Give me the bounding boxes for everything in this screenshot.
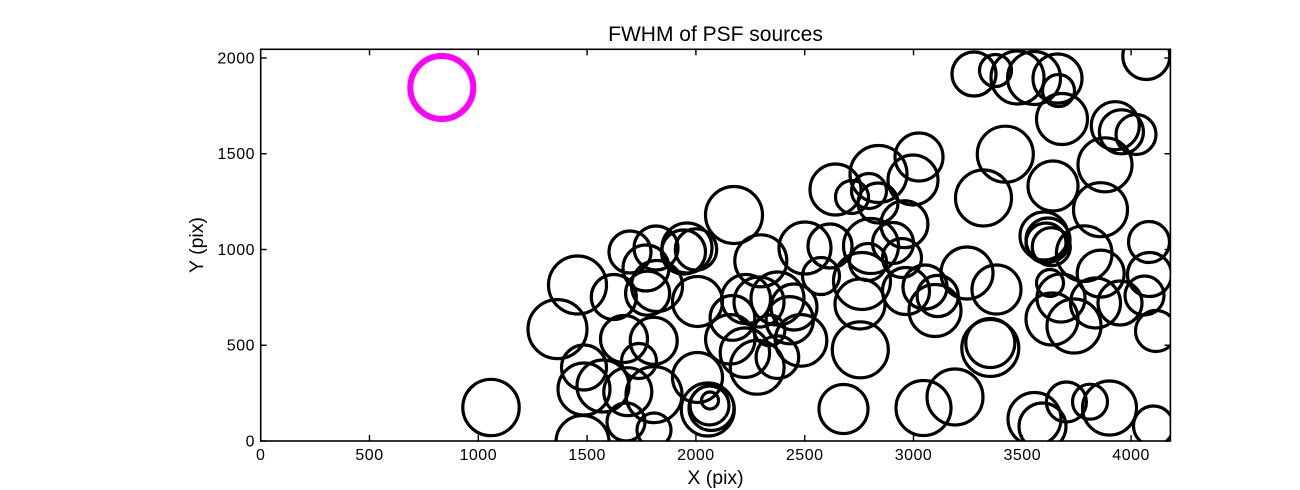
svg-text:1500: 1500 [568,447,606,464]
svg-text:1500: 1500 [217,146,255,163]
svg-text:1000: 1000 [217,242,255,259]
svg-text:4000: 4000 [1112,447,1150,464]
svg-text:2500: 2500 [786,447,824,464]
svg-text:500: 500 [355,447,383,464]
svg-text:FWHM of PSF sources: FWHM of PSF sources [608,23,823,46]
svg-text:3000: 3000 [895,447,933,464]
svg-text:3500: 3500 [1004,447,1042,464]
svg-text:1000: 1000 [460,447,498,464]
svg-text:2000: 2000 [677,447,715,464]
svg-text:Y (pix): Y (pix) [186,217,208,273]
svg-text:500: 500 [227,338,255,355]
svg-text:2000: 2000 [217,50,255,67]
svg-text:X (pix): X (pix) [687,467,743,489]
svg-text:0: 0 [256,447,265,464]
svg-text:0: 0 [246,433,255,450]
